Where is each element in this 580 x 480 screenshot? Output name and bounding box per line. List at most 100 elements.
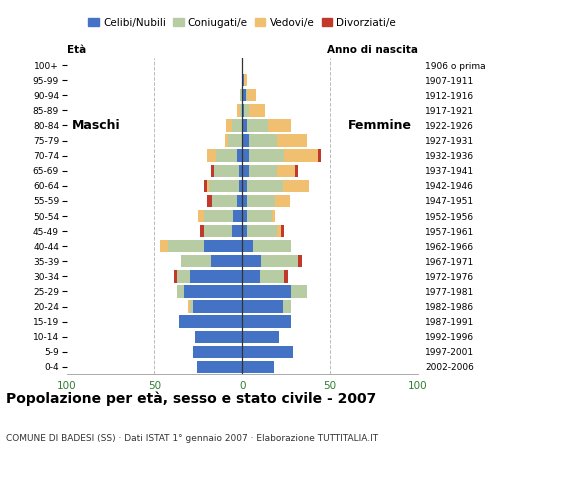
Bar [204,240,242,252]
Bar [242,89,246,101]
Bar [249,165,277,177]
Bar [242,315,291,328]
Bar [242,149,249,162]
Bar [193,346,242,358]
Bar [242,360,274,373]
Bar [242,180,248,192]
Bar [204,210,233,222]
Bar [242,195,248,207]
Bar [231,120,242,132]
Bar [242,210,248,222]
Bar [188,300,190,312]
Bar [237,104,240,117]
Bar [226,120,231,132]
Bar [177,270,190,283]
Bar [237,149,242,162]
Text: Maschi: Maschi [72,119,121,132]
Text: Femmine: Femmine [349,119,412,132]
Bar [211,255,242,267]
Bar [248,195,276,207]
Bar [242,346,293,358]
Bar [242,74,244,86]
Bar [177,285,184,298]
Bar [318,149,321,162]
Bar [284,149,318,162]
Bar [277,225,281,237]
Bar [190,300,193,312]
Bar [242,104,244,117]
Bar [242,270,260,283]
Bar [282,180,309,192]
Bar [168,240,204,252]
Bar [242,285,291,298]
Bar [248,180,282,192]
Bar [291,285,307,298]
Bar [209,180,238,192]
Bar [244,104,249,117]
Bar [204,180,207,192]
Bar [281,225,284,237]
Bar [238,180,242,192]
Bar [207,195,212,207]
Bar [193,300,242,312]
Bar [190,270,242,283]
Bar [224,134,228,147]
Bar [204,225,231,237]
Bar [277,165,295,177]
Bar [242,134,249,147]
Bar [253,240,291,252]
Bar [195,331,242,343]
Bar [207,180,209,192]
Bar [207,149,216,162]
Bar [276,195,289,207]
Bar [181,255,211,267]
Bar [240,89,242,101]
Bar [295,165,298,177]
Text: COMUNE DI BADESI (SS) · Dati ISTAT 1° gennaio 2007 · Elaborazione TUTTITALIA.IT: COMUNE DI BADESI (SS) · Dati ISTAT 1° ge… [6,434,378,444]
Bar [246,89,248,101]
Bar [231,225,242,237]
Bar [262,255,298,267]
Bar [242,165,249,177]
Bar [282,300,291,312]
Text: Popolazione per età, sesso e stato civile - 2007: Popolazione per età, sesso e stato civil… [6,391,376,406]
Bar [248,225,277,237]
Bar [184,285,242,298]
Legend: Celibi/Nubili, Coniugati/e, Vedovi/e, Divorziati/e: Celibi/Nubili, Coniugati/e, Vedovi/e, Di… [84,14,400,32]
Bar [249,134,277,147]
Bar [211,165,214,177]
Bar [237,195,242,207]
Bar [248,120,269,132]
Bar [240,104,242,117]
Bar [284,270,288,283]
Bar [248,89,256,101]
Bar [214,165,238,177]
Bar [244,74,248,86]
Bar [197,360,242,373]
Bar [198,210,204,222]
Bar [242,225,248,237]
Bar [249,149,284,162]
Bar [272,210,276,222]
Bar [200,225,204,237]
Bar [228,134,242,147]
Bar [238,165,242,177]
Bar [242,120,248,132]
Bar [242,300,282,312]
Bar [298,255,302,267]
Bar [242,255,262,267]
Bar [269,120,291,132]
Bar [242,240,253,252]
Bar [260,270,284,283]
Bar [248,210,272,222]
Bar [179,315,242,328]
Bar [242,331,279,343]
Text: Età: Età [67,45,86,55]
Bar [249,104,265,117]
Bar [160,240,168,252]
Text: Anno di nascita: Anno di nascita [327,45,418,55]
Bar [212,195,237,207]
Bar [277,134,307,147]
Bar [233,210,242,222]
Bar [216,149,237,162]
